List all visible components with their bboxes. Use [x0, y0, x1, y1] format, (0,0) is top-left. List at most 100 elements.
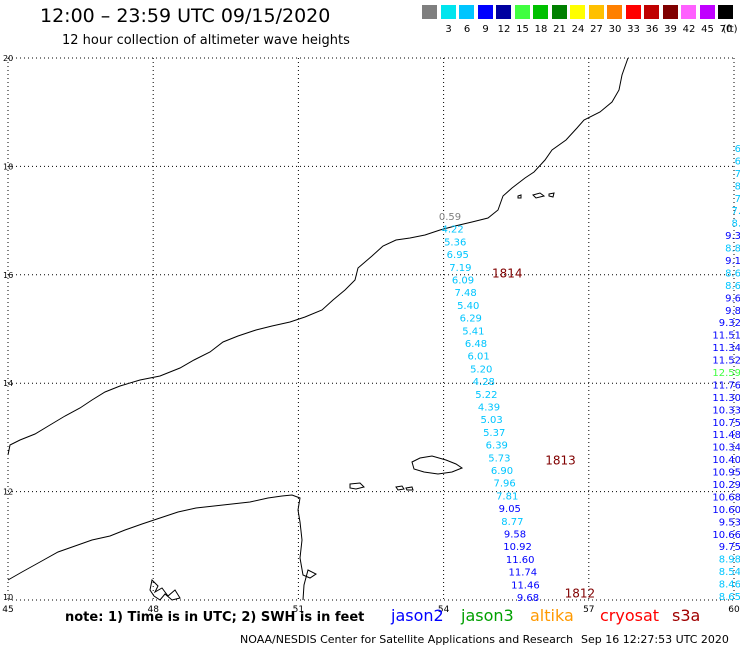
legend-swatch: [551, 5, 567, 19]
track-a-value: 7.96: [493, 479, 515, 490]
track-b-value: 8.6: [725, 268, 740, 279]
coastline-somalia: [7, 494, 317, 601]
track-b-value: 9.6: [725, 293, 740, 304]
track-b-value: 9.75: [719, 542, 740, 553]
credit-text: NOAA/NESDIS Center for Satellite Applica…: [240, 633, 574, 646]
track-b-value: 10.40: [712, 455, 740, 466]
lat-tick-label: 12: [3, 488, 13, 497]
legend-swatch: [570, 5, 585, 19]
lon-tick-label: 48: [147, 605, 159, 615]
legend-label: 21: [553, 24, 566, 35]
legend-label: 27: [590, 24, 603, 35]
satellite-name: jason2: [391, 606, 444, 625]
track-b-value: 10.95: [712, 468, 740, 479]
track-b-value: 9.1: [725, 256, 740, 267]
track-a-value: 6.95: [447, 250, 469, 261]
track-a-value: 10.92: [503, 542, 532, 553]
lat-tick-label: 10: [3, 593, 13, 602]
lon-tick-label: 45: [2, 605, 13, 615]
track-a-value: 9.68: [517, 593, 539, 604]
island-kuria-3: [548, 192, 555, 198]
track-a-value: 6.09: [452, 276, 474, 287]
island-kuria-1: [517, 194, 522, 199]
coastline-arabia: [7, 57, 629, 456]
legend-swatch: [662, 5, 678, 19]
legend-swatch: [459, 5, 474, 19]
legend-label: 6: [463, 24, 471, 35]
track-a-value: 4.39: [478, 403, 500, 414]
lon-tick-label: 51: [293, 605, 304, 615]
track-b-value: 8.54: [719, 567, 740, 578]
track-b-value: 6: [735, 144, 740, 155]
track-a-value: 5.40: [457, 301, 479, 312]
legend-unit: (ft): [722, 24, 738, 35]
track-a-value: 9.05: [499, 504, 521, 515]
legend-swatch: [477, 5, 493, 19]
track-b-value: 8: [735, 181, 740, 192]
legend-swatch: [625, 5, 641, 19]
legend-label: 9: [482, 24, 489, 35]
track-b-value: 11.30: [712, 393, 740, 404]
lat-tick-label: 14: [3, 379, 13, 388]
page-title: 12:00 – 23:59 UTC 09/15/2020: [40, 5, 331, 27]
legend-label: 45: [701, 24, 714, 35]
track-b-value: 9.53: [719, 517, 740, 528]
satellite-name: jason3: [461, 606, 514, 625]
pass-label: 1813: [545, 454, 576, 468]
lon-tick-label: 54: [438, 605, 450, 615]
track-b-value: 11.52: [712, 356, 740, 367]
track-a-value: 5.73: [488, 453, 510, 464]
track-b-value: 10.68: [712, 492, 740, 503]
track-b-value: 10.34: [712, 443, 740, 454]
island-small-2: [405, 486, 414, 491]
island-abd-al-kuri: [349, 482, 365, 490]
track-b-value: 11.76: [712, 380, 740, 391]
legend-swatch: [422, 5, 437, 19]
track-a-value: 4.22: [441, 225, 463, 236]
track-b-value: 8.8: [725, 244, 740, 255]
legend-label: 24: [571, 24, 585, 35]
island-small-1: [395, 485, 405, 491]
legend-label: 39: [664, 24, 677, 35]
legend-label: 30: [608, 24, 622, 35]
legend-swatch: [644, 5, 659, 19]
satellite-name: altika: [530, 606, 574, 625]
satellite-name: s3a: [672, 606, 701, 625]
lon-tick-label: 57: [583, 605, 594, 615]
track-a-value: 11.74: [508, 568, 537, 579]
track-b-value: 10.33: [712, 405, 740, 416]
track-a-value: 7.81: [496, 491, 518, 502]
track-a-value: 4.28: [473, 377, 495, 388]
pass-label: 1812: [565, 586, 596, 600]
track-a-value: 5.36: [444, 237, 466, 248]
legend-swatch: [681, 5, 696, 19]
track-b-value: 9.32: [719, 318, 740, 329]
map-grid: [7, 57, 735, 601]
track-b-value: 9.8: [725, 306, 740, 317]
lat-tick-label: 16: [3, 271, 13, 280]
track-a-value: 7.19: [449, 263, 471, 274]
legend-label: 33: [627, 24, 640, 35]
timestamp-text: Sep 16 12:27:53 UTC 2020: [581, 633, 729, 646]
track-b-value: 10.66: [712, 530, 740, 541]
footnote: note: 1) Time is in UTC; 2) SWH is in fe…: [65, 610, 365, 625]
track-b-value: 6: [735, 156, 740, 167]
page-subtitle: 12 hour collection of altimeter wave hei…: [62, 33, 350, 48]
track-b-value: 8.: [731, 219, 740, 230]
track-a-value: 6.48: [465, 339, 487, 350]
track-a-value: 7.48: [454, 288, 476, 299]
track-a-value: 8.77: [501, 517, 523, 528]
track-b-value: 7: [735, 169, 740, 180]
legend-swatch: [718, 5, 733, 19]
lat-tick-label: 20: [3, 54, 13, 63]
track-b-value: 7: [735, 194, 740, 205]
track-a-value: 9.58: [504, 530, 526, 541]
border-scribble: [149, 578, 181, 601]
track-b-value: 8.98: [719, 555, 740, 566]
track-a-value: 5.22: [475, 390, 497, 401]
track-b-value: 9.3: [725, 231, 740, 242]
legend-swatch: [533, 5, 548, 19]
lon-tick-label: 60: [728, 605, 740, 615]
legend-label: 36: [645, 24, 659, 35]
track-a-value: 11.60: [506, 555, 535, 566]
